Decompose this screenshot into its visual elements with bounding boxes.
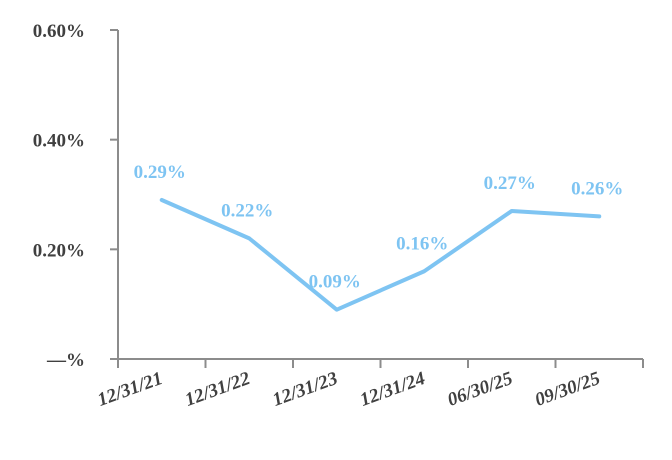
axes bbox=[117, 30, 643, 360]
data-label: 0.27% bbox=[484, 173, 536, 194]
y-tick-label: —% bbox=[46, 350, 85, 371]
y-tick-label: 0.60% bbox=[33, 21, 85, 42]
x-axis-ticks: 12/31/21 12/31/22 12/31/23 12/31/24 06/30/25… bbox=[95, 359, 644, 411]
x-tick-label: 12/31/24 bbox=[357, 368, 428, 411]
series-line bbox=[159, 197, 602, 312]
y-tick-label: 0.20% bbox=[33, 240, 85, 261]
data-label: 0.29% bbox=[134, 162, 186, 183]
data-label: 0.26% bbox=[571, 178, 623, 199]
y-axis-ticks: —% 0.20% 0.40% 0.60% bbox=[33, 21, 118, 371]
y-tick-label: 0.40% bbox=[33, 131, 85, 152]
x-tick-label: 09/30/25 bbox=[532, 368, 603, 411]
x-tick-label: 12/31/22 bbox=[182, 368, 253, 411]
x-tick-label: 06/30/25 bbox=[445, 368, 516, 411]
data-label: 0.16% bbox=[396, 233, 448, 254]
x-tick-label: 12/31/21 bbox=[95, 368, 166, 411]
series-group bbox=[159, 197, 602, 312]
data-label: 0.09% bbox=[309, 272, 361, 293]
x-tick-label: 12/31/23 bbox=[270, 368, 341, 411]
data-labels: 0.29% 0.22% 0.09% 0.16% 0.27% 0.26% bbox=[134, 162, 624, 293]
data-label: 0.22% bbox=[221, 200, 273, 221]
